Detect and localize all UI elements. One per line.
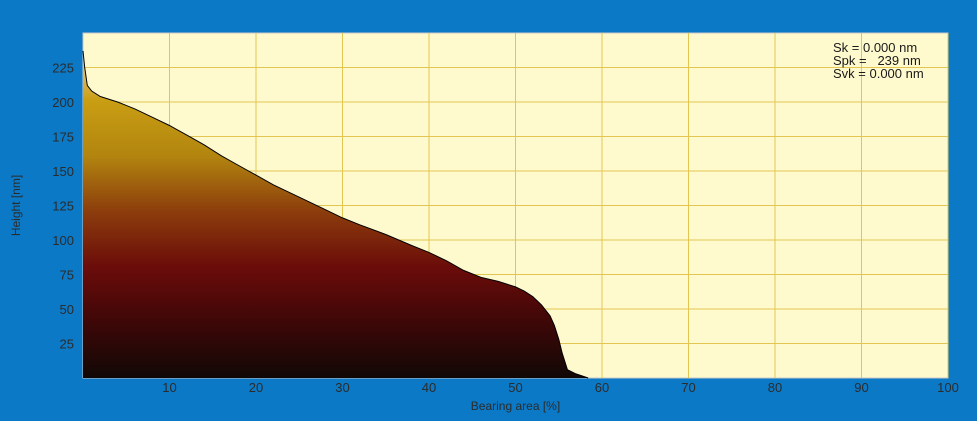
y-axis-title: Height [nm] — [9, 175, 23, 236]
x-tick-label: 70 — [681, 380, 695, 395]
x-tick-label: 20 — [249, 380, 263, 395]
x-tick-label: 50 — [508, 380, 522, 395]
x-tick-label: 100 — [937, 380, 959, 395]
parameter-annotation: Svk = 0.000 nm — [833, 66, 924, 81]
y-tick-label: 125 — [52, 199, 74, 214]
x-tick-label: 60 — [595, 380, 609, 395]
parameter-annotation: Spk = 239 nm — [833, 53, 921, 68]
y-tick-label: 200 — [52, 95, 74, 110]
y-tick-label: 25 — [60, 337, 74, 352]
x-tick-label: 30 — [335, 380, 349, 395]
x-tick-label: 80 — [768, 380, 782, 395]
parameter-annotation: Sk = 0.000 nm — [833, 40, 917, 55]
bearing-area-fill — [83, 50, 589, 379]
y-tick-label: 225 — [52, 61, 74, 76]
x-tick-label: 90 — [854, 380, 868, 395]
x-axis-title: Bearing area [%] — [471, 399, 560, 413]
y-tick-label: 100 — [52, 233, 74, 248]
x-tick-label: 10 — [162, 380, 176, 395]
tick-labels: 10 20 30 40 50 60 70 80 90 100 25 50 75 100 125 150 175 2… — [52, 61, 959, 396]
x-tick-label: 40 — [422, 380, 436, 395]
y-tick-label: 75 — [60, 268, 74, 283]
y-tick-label: 150 — [52, 164, 74, 179]
y-tick-label: 175 — [52, 130, 74, 145]
bearing-area-outline — [82, 50, 589, 379]
y-tick-label: 50 — [60, 302, 74, 317]
